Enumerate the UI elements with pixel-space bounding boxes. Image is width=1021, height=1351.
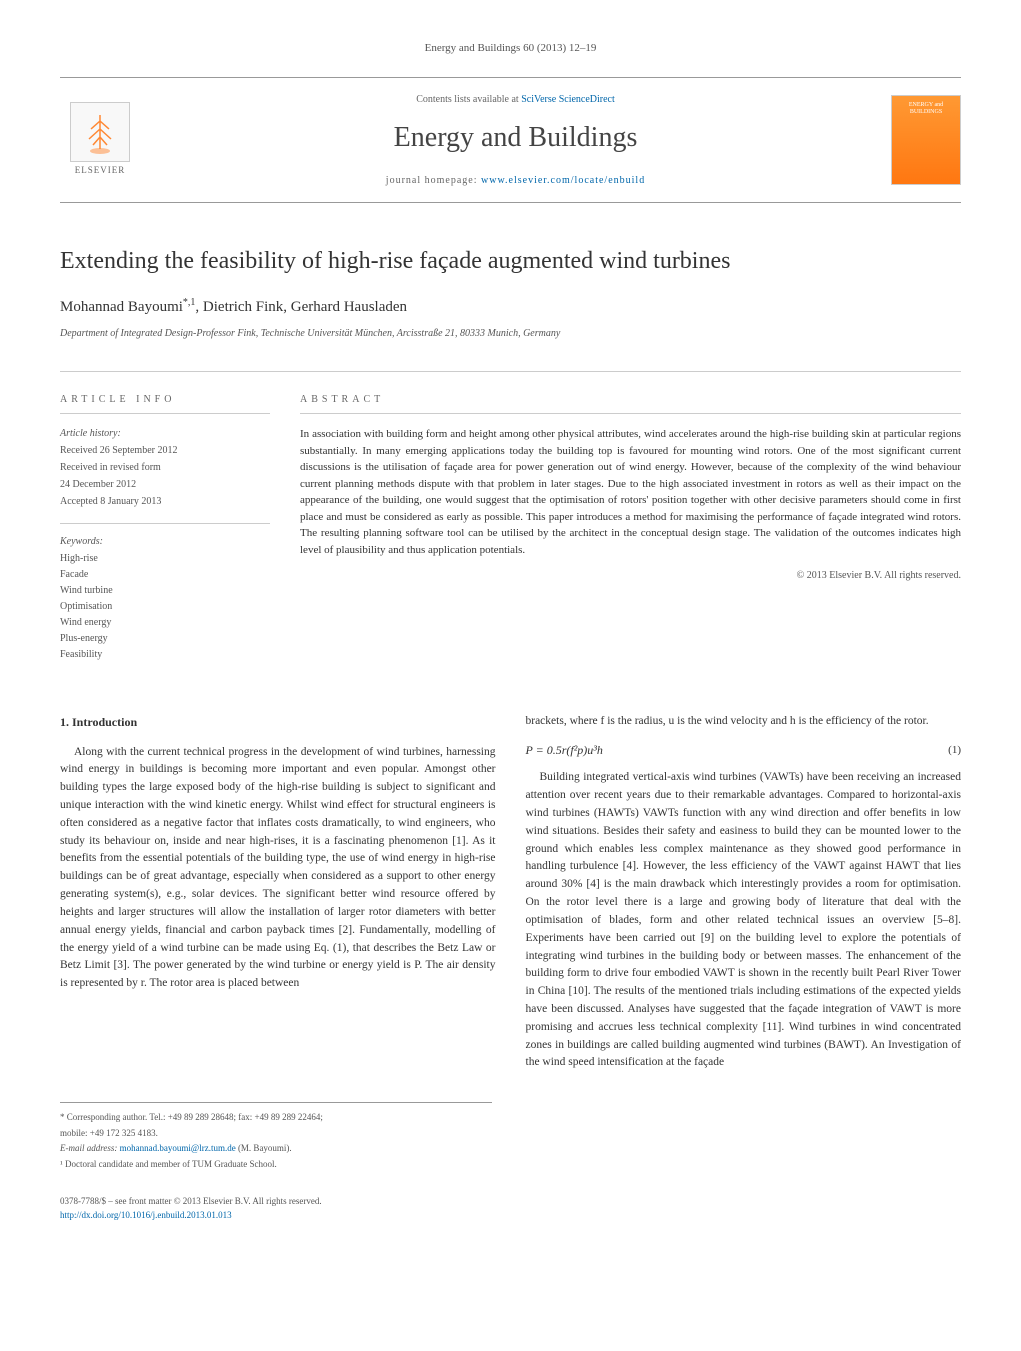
info-abstract-row: ARTICLE INFO Article history: Received 2… [60, 371, 961, 663]
footnote-email-label: E-mail address: [60, 1143, 120, 1153]
history-revised-date: 24 December 2012 [60, 477, 270, 492]
article-info-heading: ARTICLE INFO [60, 392, 270, 414]
keyword: High-rise [60, 551, 270, 566]
homepage-prefix: journal homepage: [386, 175, 481, 186]
authors: Mohannad Bayoumi*,1, Dietrich Fink, Gerh… [60, 295, 961, 319]
col2-paragraph-1: Building integrated vertical-axis wind t… [526, 769, 962, 1072]
keyword: Wind turbine [60, 583, 270, 598]
homepage-link[interactable]: www.elsevier.com/locate/enbuild [481, 175, 645, 186]
elsevier-label: ELSEVIER [75, 164, 126, 178]
article-info-block: ARTICLE INFO Article history: Received 2… [60, 392, 270, 663]
keywords-label: Keywords: [60, 523, 270, 549]
affiliation: Department of Integrated Design-Professo… [60, 326, 961, 341]
authors-rest: , Dietrich Fink, Gerhard Hausladen [195, 299, 407, 315]
banner-center: Contents lists available at SciVerse Sci… [140, 92, 891, 188]
homepage-line: journal homepage: www.elsevier.com/locat… [140, 173, 891, 188]
footnote-email-line: E-mail address: mohannad.bayoumi@lrz.tum… [60, 1142, 492, 1156]
bottom-meta: 0378-7788/$ – see front matter © 2013 El… [60, 1195, 961, 1222]
author-1: Mohannad Bayoumi [60, 299, 183, 315]
journal-cover-thumb: ENERGY and BUILDINGS [891, 95, 961, 185]
cover-thumb-title: ENERGY and BUILDINGS [898, 102, 954, 116]
keyword: Wind energy [60, 615, 270, 630]
column-left: 1. Introduction Along with the current t… [60, 713, 496, 1072]
section-1-heading: 1. Introduction [60, 713, 496, 732]
elsevier-tree-icon [70, 102, 130, 162]
abstract-text: In association with building form and he… [300, 426, 961, 558]
abstract-heading: ABSTRACT [300, 392, 961, 414]
history-received: Received 26 September 2012 [60, 443, 270, 458]
history-label: Article history: [60, 426, 270, 441]
keyword: Optimisation [60, 599, 270, 614]
keyword: Facade [60, 567, 270, 582]
footnote-email-suffix: (M. Bayoumi). [236, 1143, 292, 1153]
column-right: brackets, where f is the radius, u is th… [526, 713, 962, 1072]
contents-prefix: Contents lists available at [416, 94, 521, 105]
footnote-mobile: mobile: +49 172 325 4183. [60, 1127, 492, 1141]
footnote-corresponding: * Corresponding author. Tel.: +49 89 289… [60, 1111, 492, 1125]
footnote-note1: ¹ Doctoral candidate and member of TUM G… [60, 1158, 492, 1172]
equation-1: P = 0.5r(f²p)u³h [526, 741, 603, 760]
history-accepted: Accepted 8 January 2013 [60, 494, 270, 509]
author-1-sup: *,1 [183, 297, 196, 308]
article-title: Extending the feasibility of high-rise f… [60, 243, 961, 279]
footnotes: * Corresponding author. Tel.: +49 89 289… [60, 1102, 492, 1171]
intro-paragraph-1: Along with the current technical progres… [60, 744, 496, 993]
journal-header: Energy and Buildings 60 (2013) 12–19 [60, 40, 961, 57]
history-revised: Received in revised form [60, 460, 270, 475]
footnote-email-link[interactable]: mohannad.bayoumi@lrz.tum.de [120, 1143, 236, 1153]
journal-name: Energy and Buildings [140, 117, 891, 159]
keyword: Plus-energy [60, 631, 270, 646]
equation-row: P = 0.5r(f²p)u³h (1) [526, 741, 962, 760]
equation-1-num: (1) [948, 742, 961, 759]
contents-line: Contents lists available at SciVerse Sci… [140, 92, 891, 107]
doi-link[interactable]: http://dx.doi.org/10.1016/j.enbuild.2013… [60, 1210, 232, 1220]
abstract-copyright: © 2013 Elsevier B.V. All rights reserved… [300, 568, 961, 583]
abstract-block: ABSTRACT In association with building fo… [300, 392, 961, 663]
sciencedirect-link[interactable]: SciVerse ScienceDirect [521, 94, 615, 105]
body-columns: 1. Introduction Along with the current t… [60, 713, 961, 1072]
journal-banner: ELSEVIER Contents lists available at Sci… [60, 77, 961, 203]
elsevier-logo: ELSEVIER [60, 102, 140, 178]
issn-line: 0378-7788/$ – see front matter © 2013 El… [60, 1195, 961, 1209]
col2-intro: brackets, where f is the radius, u is th… [526, 713, 962, 731]
keyword: Feasibility [60, 647, 270, 662]
